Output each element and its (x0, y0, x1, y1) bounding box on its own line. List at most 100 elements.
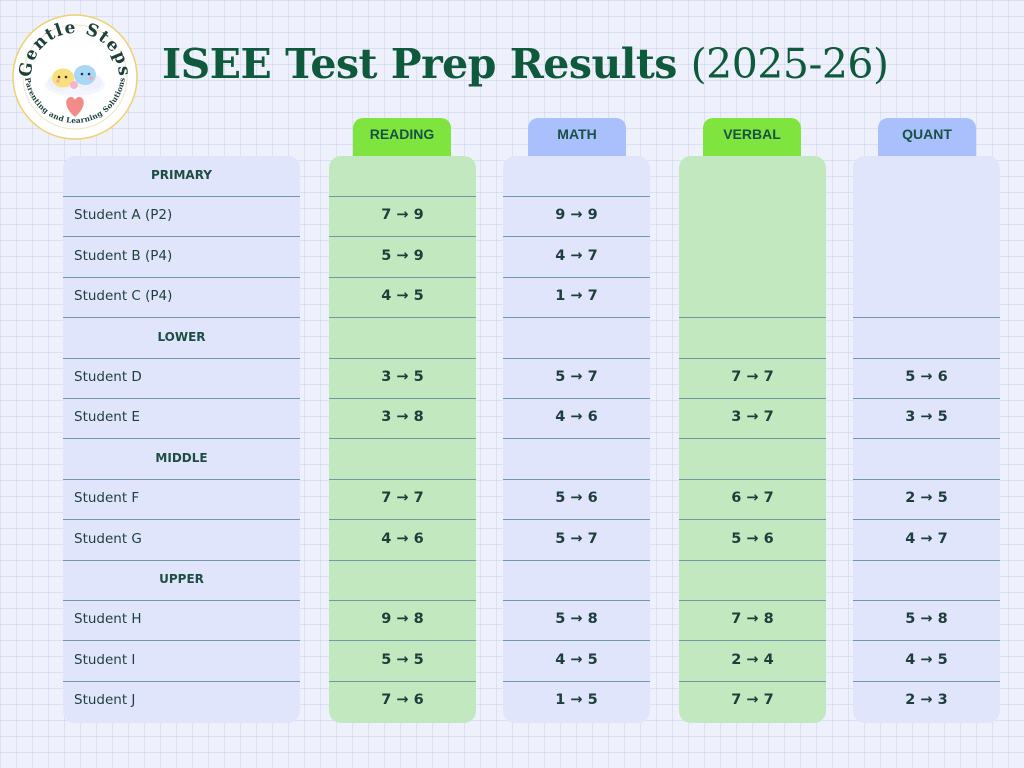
score-row (503, 156, 650, 197)
score-math-student-j: 1 → 5 (555, 692, 598, 709)
score-row: 2 → 3 (853, 681, 1000, 722)
heart-icon (66, 97, 84, 117)
score-row: 3 → 8 (329, 398, 476, 440)
score-row (853, 196, 1000, 237)
student-name-student-g: Student G (63, 520, 300, 561)
score-row: 1 → 7 (503, 277, 650, 319)
score-reading-student-i: 5 → 5 (381, 651, 424, 668)
score-row: 5 → 8 (503, 600, 650, 642)
score-row (853, 560, 1000, 601)
student-name-student-f: Student F (63, 479, 300, 521)
score-reading-student-g: 4 → 6 (381, 530, 424, 547)
score-verbal-student-i: 2 → 4 (731, 651, 774, 668)
score-row: 4 → 5 (853, 641, 1000, 682)
score-row (503, 560, 650, 601)
score-row (853, 439, 1000, 480)
score-reading-student-d: 3 → 5 (381, 369, 424, 385)
score-row (679, 318, 826, 359)
score-verbal-student-g: 5 → 6 (731, 530, 774, 547)
score-reading-student-a-p2: 7 → 9 (381, 207, 424, 224)
score-row: 7 → 8 (679, 600, 826, 642)
score-math-student-b-p4: 4 → 7 (555, 247, 598, 264)
score-row: 5 → 7 (503, 358, 650, 399)
score-verbal-student-j: 7 → 7 (731, 692, 774, 709)
column-header-verbal: VERBAL (703, 118, 801, 156)
column-quant: 5 → 6 3 → 5 2 → 5 4 → 7 5 → 8 4 → 5 2 → 3 (853, 156, 1000, 723)
score-row: 1 → 5 (503, 681, 650, 722)
column-math: 9 → 9 4 → 7 1 → 7 5 → 7 4 → 6 5 → 6 5 → 7 5 → 8… (503, 156, 650, 723)
score-math-student-g: 5 → 7 (555, 530, 598, 547)
score-row: 5 → 6 (503, 479, 650, 521)
student-name-student-i: Student I (63, 641, 300, 682)
score-row (853, 156, 1000, 197)
score-row: 5 → 8 (853, 600, 1000, 642)
score-math-student-c-p4: 1 → 7 (555, 288, 598, 305)
student-name-student-b-p4: Student B (P4) (63, 237, 300, 278)
score-row (329, 156, 476, 197)
student-name-student-j: Student J (74, 692, 136, 709)
section-label-lower: LOWER (63, 318, 300, 359)
score-row: 4 → 6 (329, 520, 476, 561)
student-name-student-e: Student E (63, 398, 300, 440)
score-row (329, 318, 476, 359)
section-label-primary: PRIMARY (63, 156, 300, 197)
score-math-student-h: 5 → 8 (555, 611, 598, 628)
page-title: ISEE Test Prep Results (2025-26) (162, 40, 889, 88)
score-row (853, 237, 1000, 278)
score-row: 2 → 4 (679, 641, 826, 682)
score-reading-student-c-p4: 4 → 5 (381, 288, 424, 305)
score-row (853, 318, 1000, 359)
score-row: 4 → 7 (853, 520, 1000, 561)
score-row (679, 237, 826, 278)
score-row: 3 → 5 (329, 358, 476, 399)
gentle-steps-logo: Gentle Steps Parenting and Learning Solu… (12, 14, 138, 140)
score-row: 5 → 5 (329, 641, 476, 682)
score-verbal-student-f: 6 → 7 (731, 490, 774, 507)
score-quant-student-f: 2 → 5 (905, 490, 948, 507)
score-row: 9 → 9 (503, 196, 650, 238)
title-main: ISEE Test Prep Results (162, 40, 677, 88)
score-row (329, 560, 476, 601)
title-year: (2025-26) (690, 40, 889, 88)
score-row: 7 → 7 (679, 358, 826, 399)
score-math-student-d: 5 → 7 (555, 369, 598, 385)
score-quant-student-h: 5 → 8 (905, 611, 948, 628)
score-row: 7 → 7 (679, 681, 826, 722)
score-row: 7 → 7 (329, 479, 476, 521)
student-name-student-h: Student H (63, 600, 300, 642)
score-row: 5 → 7 (503, 520, 650, 561)
column-header-reading: READING (353, 118, 451, 156)
score-row: 7 → 6 (329, 681, 476, 722)
student-name-student-a-p2: Student A (P2) (63, 196, 300, 238)
score-row (679, 156, 826, 197)
score-row (679, 277, 826, 319)
score-row (503, 318, 650, 359)
score-quant-student-g: 4 → 7 (905, 530, 948, 547)
score-row: 5 → 9 (329, 237, 476, 278)
column-verbal: 7 → 7 3 → 7 6 → 7 5 → 6 7 → 8 2 → 4 7 → 7 (679, 156, 826, 723)
score-quant-student-i: 4 → 5 (905, 651, 948, 668)
score-reading-student-f: 7 → 7 (381, 490, 424, 507)
score-math-student-f: 5 → 6 (555, 490, 598, 507)
score-row (853, 277, 1000, 319)
student-names-column: PRIMARY Student A (P2) Student B (P4) Stude… (63, 156, 300, 723)
score-row: 9 → 8 (329, 600, 476, 642)
score-row: 5 → 6 (853, 358, 1000, 399)
score-math-student-a-p2: 9 → 9 (555, 207, 598, 224)
score-row (679, 439, 826, 480)
score-quant-student-d: 5 → 6 (905, 369, 948, 385)
score-quant-student-j: 2 → 3 (905, 692, 948, 709)
score-reading-student-j: 7 → 6 (381, 692, 424, 709)
score-row: 4 → 6 (503, 398, 650, 440)
score-math-student-i: 4 → 5 (555, 651, 598, 668)
student-name-student-c-p4: Student C (P4) (63, 277, 300, 319)
score-verbal-student-d: 7 → 7 (731, 369, 774, 385)
score-row: 4 → 5 (503, 641, 650, 682)
score-reading-student-h: 9 → 8 (381, 611, 424, 628)
score-row: 3 → 7 (679, 398, 826, 440)
section-label-middle: MIDDLE (63, 439, 300, 480)
score-row: 5 → 6 (679, 520, 826, 561)
score-verbal-student-h: 7 → 8 (731, 611, 774, 628)
score-math-student-e: 4 → 6 (555, 409, 598, 426)
score-reading-student-e: 3 → 8 (381, 409, 424, 426)
